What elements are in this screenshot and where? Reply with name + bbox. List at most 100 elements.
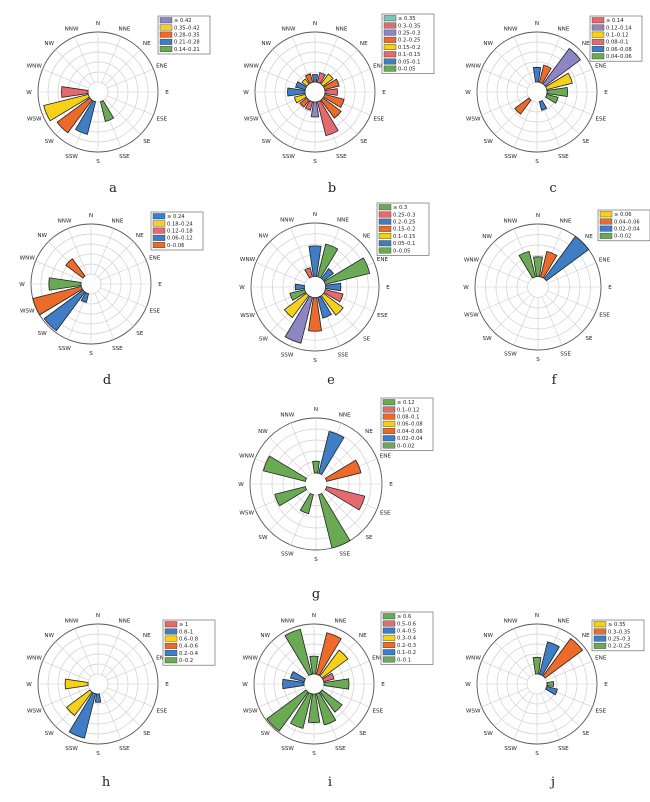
legend-swatch [378, 240, 392, 247]
legend-swatch [159, 24, 173, 31]
legend-swatch [159, 38, 173, 45]
legend-label: 0.4–0.5 [397, 629, 416, 635]
grid-spoke [55, 641, 92, 678]
legend-swatch [382, 613, 396, 620]
legend-label: 0.02–0.04 [614, 227, 640, 233]
legend-swatch [599, 232, 613, 239]
grid-spoke [101, 36, 122, 83]
grid-spoke [513, 296, 535, 346]
grid-spoke [543, 690, 580, 727]
petal-sse [538, 100, 548, 111]
wind-rose-panel-e: N NNE NE ENE E ESE SE SSE S SSW SW WSW W WNW NW NNW ≥ 0.… [239, 202, 430, 388]
legend-swatch [382, 642, 396, 648]
grid-spoke [97, 241, 134, 278]
direction-label: SSE [336, 154, 347, 160]
direction-label: N [89, 213, 93, 219]
legend-swatch [152, 213, 166, 220]
direction-label: N [313, 21, 317, 27]
grid-spoke [494, 49, 531, 86]
direction-label: ESE [599, 313, 610, 319]
panel-letter: e [327, 373, 335, 388]
petal-ssw [299, 492, 314, 515]
legend-label: ≥ 0.35 [398, 16, 416, 22]
direction-label: WSW [466, 116, 481, 122]
legend-swatch [382, 634, 396, 641]
petal-e [546, 87, 568, 97]
legend-swatch [383, 15, 397, 22]
direction-label: E [165, 682, 169, 688]
petal-sse [317, 295, 333, 319]
petal-nw [65, 258, 86, 279]
direction-label: ESE [372, 708, 383, 714]
petal-sw [514, 97, 532, 115]
legend-label: 0.02–0.04 [397, 436, 423, 442]
direction-label: NE [365, 429, 373, 435]
grid-spoke [481, 68, 528, 89]
direction-label: NE [360, 41, 368, 47]
direction-label: NNW [65, 618, 79, 624]
direction-label: SSW [281, 352, 294, 358]
petal-nnw [284, 628, 313, 676]
direction-label: SE [143, 731, 151, 737]
petal-n [532, 66, 542, 83]
direction-label: E [386, 285, 390, 291]
grid-spoke [104, 49, 141, 86]
direction-label: S [314, 557, 318, 563]
grid-spoke [547, 262, 597, 284]
legend-label: 0.6–0.8 [179, 637, 198, 643]
direction-label: SW [38, 331, 48, 337]
legend-label: 0.3–0.35 [608, 629, 630, 635]
direction-label: S [535, 159, 539, 165]
direction-label: WNW [27, 656, 43, 662]
grid-spoke [42, 68, 89, 89]
direction-label: SSE [112, 346, 123, 352]
petal-sw [56, 97, 93, 134]
legend-label: ≥ 0.14 [606, 18, 624, 24]
legend-label: ≥ 0.42 [174, 18, 192, 24]
petal-nnw [304, 267, 313, 279]
direction-label: SSW [504, 352, 517, 358]
direction-label: SE [365, 535, 373, 541]
legend-label: 0–0.06 [167, 243, 184, 249]
grid-spoke [255, 262, 306, 284]
legend-label: 0–0.02 [397, 443, 414, 449]
petal-wnw [289, 670, 306, 683]
direction-label: ESE [380, 511, 391, 517]
petal-ssw [289, 692, 313, 729]
direction-label: ENE [156, 64, 168, 70]
direction-label: NE [582, 633, 590, 639]
legend-swatch [382, 435, 396, 442]
direction-label: N [96, 613, 100, 619]
legend-swatch [383, 44, 397, 50]
legend-a: ≥ 0.420.35–0.42 0.28–0.350.21–0.280.14–0.… [157, 15, 211, 55]
direction-label: SSE [339, 551, 350, 557]
legend-label: 0.18–0.24 [167, 221, 193, 227]
direction-label: SW [259, 337, 269, 343]
direction-label: SSW [281, 551, 294, 557]
grid-spoke [258, 687, 305, 708]
petal-ne [320, 73, 334, 87]
direction-label: SE [363, 337, 371, 343]
legend-swatch [383, 51, 397, 58]
direction-label: SW [45, 139, 55, 145]
direction-label: ESE [156, 116, 167, 122]
legend-swatch [591, 17, 605, 24]
petal-sse [99, 100, 115, 122]
legend-swatch [593, 635, 607, 642]
legend-h: ≥ 10.8–1 0.6–0.80.4–0.60.2–0.40–0.2 [162, 619, 216, 666]
direction-label: S [313, 159, 317, 165]
direction-label: S [536, 357, 540, 363]
petal-ne [542, 637, 584, 679]
direction-label: W [243, 90, 249, 96]
direction-label: W [26, 682, 32, 688]
direction-label: ENE [377, 257, 389, 263]
wind-rose-panel-b: N NNE NE ENE E ESE SE SSE S SSW SW WSW W WNW NW NNW ≥ 0.… [243, 13, 435, 196]
direction-label: NNW [58, 218, 72, 224]
legend-label: 0.1–0.15 [398, 52, 420, 58]
legend-swatch [159, 46, 173, 52]
grid-spoke [101, 693, 122, 740]
petal-sw [65, 689, 93, 717]
petal-s [94, 693, 102, 703]
legend-label: 0.1–0.12 [606, 33, 628, 39]
